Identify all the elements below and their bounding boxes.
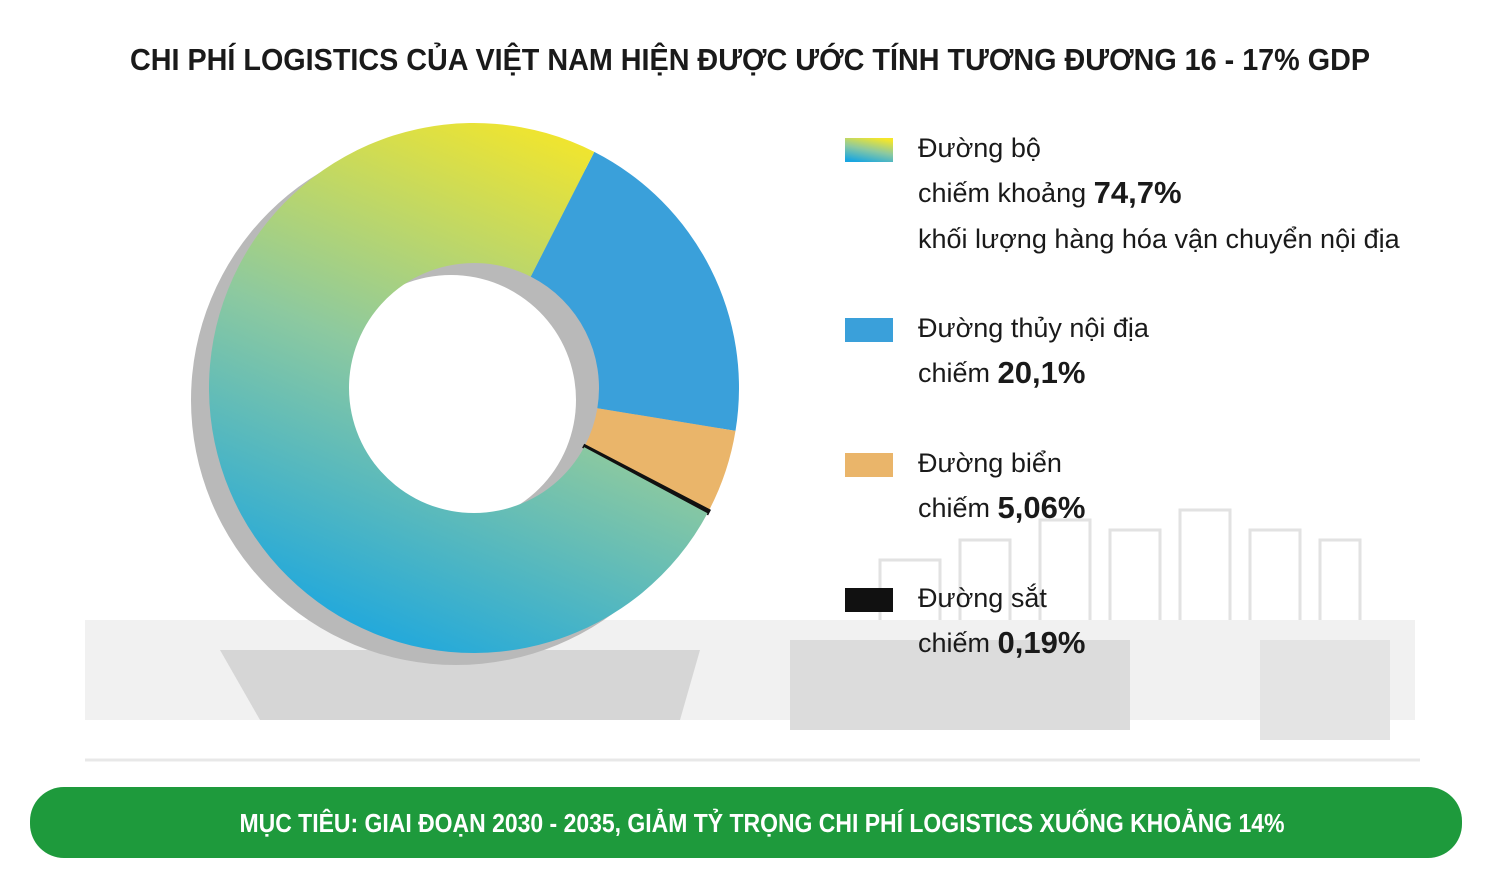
footer-banner [30,787,1462,858]
legend-value-line: chiếm 0,19% [918,625,1085,660]
slice [530,151,739,431]
legend-label: Đường bộ [918,133,1041,163]
legend: Đường bộ chiếm khoảng 74,7% khối lượng hàn… [845,133,1401,660]
value-label: 20,1% [998,355,1086,390]
legend-swatch [845,138,893,162]
value-label: 74,7% [1094,175,1182,210]
legend-label: Đường sắt [918,582,1047,613]
legend-value-line: chiếm 20,1% [918,355,1085,390]
slice [584,408,736,511]
value-prefix: chiếm [918,493,990,523]
value-label: 5,06% [998,490,1086,525]
value-label: 0,19% [998,625,1086,660]
donut [209,123,739,654]
value-prefix: chiếm khoảng [918,178,1086,208]
legend-swatch [845,318,893,342]
legend-value-line: chiếm khoảng 74,7% [918,175,1182,210]
background-scene [85,508,1420,762]
legend-swatch [845,453,893,477]
legend-annotation: khối lượng hàng hóa vận chuyển nội địa [918,224,1401,254]
slice [209,123,708,654]
legend-swatch [845,588,893,612]
footer-text: MỤC TIÊU: GIAI ĐOẠN 2030 - 2035, GIẢM TỶ… [240,808,1285,838]
value-prefix: chiếm [918,358,990,388]
chart-title: CHI PHÍ LOGISTICS CỦA VIỆT NAM HIỆN ĐƯỢC… [130,41,1370,77]
legend-label: Đường biển [918,448,1062,478]
legend-value-line: chiếm 5,06% [918,490,1085,525]
legend-label: Đường thủy nội địa [918,313,1150,343]
value-prefix: chiếm [918,628,990,658]
